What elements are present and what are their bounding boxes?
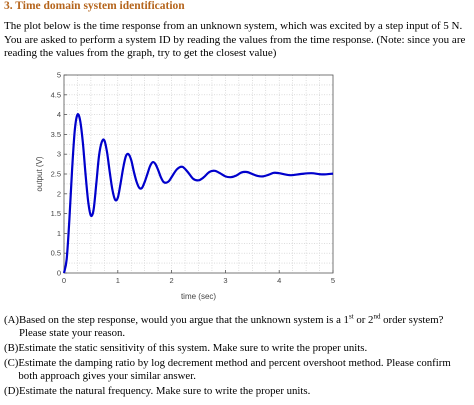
y-tick-label: 5 [57,71,61,80]
x-axis-label: time (sec) [181,292,216,301]
section-heading: 3. Time domain system identification [4,0,185,12]
y-tick-label: 4.5 [51,90,61,99]
question-a: (A) Based on the step response, would yo… [4,312,470,340]
y-tick-label: 2.5 [51,170,61,179]
x-tick-label: 2 [170,276,174,285]
y-tick-label: 2 [57,189,61,198]
y-tick-label: 0.5 [51,249,61,258]
y-tick-label: 3 [57,150,61,159]
x-tick-label: 3 [223,276,227,285]
x-tick-label: 5 [331,276,335,285]
question-text: Based on the step response, would you ar… [19,312,444,339]
y-tick-label: 4 [57,110,61,119]
question-list: (A) Based on the step response, would yo… [4,312,470,400]
series-line [62,113,334,274]
question-d: (D) Estimate the natural frequency. Make… [4,385,470,398]
x-tick-label: 0 [62,276,66,285]
step-response-chart: 0 1 2 3 4 5 0 0.5 1 1.5 2 2.5 3 3.5 4 4.5 5 time (sec) out… [0,68,474,310]
y-tick-label: 1 [57,229,61,238]
question-letter: (B) [4,342,19,354]
question-letter: (A) [4,314,19,326]
question-letter: (D) [4,385,19,397]
question-c: (C) Estimate the damping ratio by log de… [4,357,470,383]
question-b: (B) Estimate the static sensitivity of t… [4,342,470,355]
question-text: Estimate the damping ratio by log decrem… [18,357,451,382]
chart-svg: 0 1 2 3 4 5 0 0.5 1 1.5 2 2.5 3 3.5 4 4.5 5 time (sec) out… [35,71,335,302]
y-axis-label: output (V) [35,156,44,191]
problem-intro: The plot below is the time response from… [4,20,466,59]
y-tick-label: 1.5 [51,209,61,218]
question-text: Estimate the static sensitivity of this … [18,342,368,354]
y-tick-label: 3.5 [51,130,61,139]
question-letter: (C) [4,357,19,369]
y-tick-label: 0 [57,269,61,278]
question-text: Estimate the natural frequency. Make sur… [19,385,311,397]
x-tick-label: 4 [277,276,281,285]
x-tick-label: 1 [116,276,120,285]
